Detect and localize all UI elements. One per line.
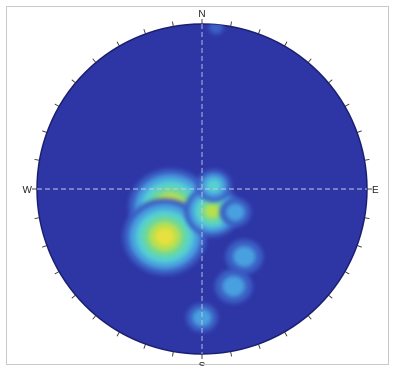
density-level-2 (192, 309, 212, 327)
density-cluster (196, 169, 232, 203)
tick-mark (364, 217, 370, 219)
tick-mark (172, 351, 174, 357)
stereonet-ticks (32, 19, 372, 359)
stereonet-gridlines (37, 24, 367, 354)
tick-mark (172, 21, 174, 27)
tick-mark (92, 58, 97, 63)
density-cluster (208, 24, 224, 35)
density-level-2 (226, 203, 245, 221)
east-label: E (372, 185, 379, 196)
tick-mark (344, 271, 350, 275)
density-level-3 (206, 179, 222, 193)
tick-mark (258, 29, 261, 35)
tick-mark (54, 271, 60, 275)
figure-frame: N S E W (6, 6, 389, 366)
density-cluster (225, 239, 264, 274)
tick-mark (307, 58, 312, 63)
tick-mark (344, 103, 350, 107)
tick-mark (284, 41, 288, 47)
tick-mark (284, 331, 288, 337)
tick-mark (71, 294, 76, 299)
tick-mark (307, 315, 312, 320)
tick-mark (34, 217, 40, 219)
tick-mark (328, 79, 333, 84)
tick-mark (143, 29, 146, 35)
tick-mark (54, 103, 60, 107)
density-level-2 (222, 276, 245, 297)
tick-mark (143, 343, 146, 349)
tick-mark (116, 331, 120, 337)
density-cluster (219, 197, 251, 227)
tick-mark (364, 159, 370, 161)
stereonet-plot: N S E W (23, 9, 379, 366)
density-level-6 (155, 228, 174, 245)
tick-mark (230, 21, 232, 27)
density-contours (123, 24, 264, 333)
tick-mark (116, 41, 120, 47)
west-label: W (23, 185, 33, 196)
north-label: N (198, 9, 205, 20)
density-level-1 (208, 24, 224, 35)
tick-mark (258, 343, 261, 349)
tick-mark (34, 159, 40, 161)
density-level-2 (233, 246, 256, 267)
density-cluster (186, 303, 218, 333)
tick-mark (356, 245, 362, 248)
tick-mark (356, 130, 362, 133)
tick-mark (230, 351, 232, 357)
tick-mark (71, 79, 76, 84)
south-label: S (199, 361, 206, 366)
density-cluster (214, 269, 253, 304)
density-level-5 (205, 204, 220, 218)
tick-mark (92, 315, 97, 320)
tick-mark (42, 130, 48, 133)
tick-mark (328, 294, 333, 299)
tick-mark (42, 245, 48, 248)
